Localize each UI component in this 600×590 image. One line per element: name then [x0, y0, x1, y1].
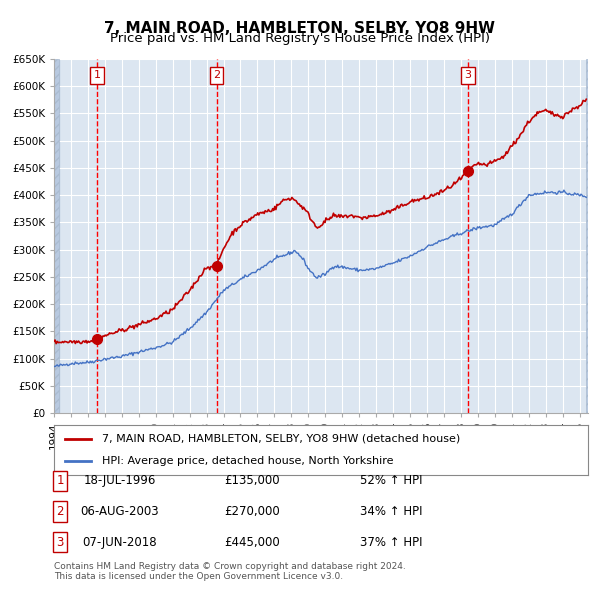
Polygon shape [586, 59, 590, 413]
Text: 3: 3 [56, 536, 64, 549]
Text: 34% ↑ HPI: 34% ↑ HPI [360, 505, 422, 518]
Text: 2: 2 [56, 505, 64, 518]
Text: 07-JUN-2018: 07-JUN-2018 [83, 536, 157, 549]
Text: £270,000: £270,000 [224, 505, 280, 518]
Text: 3: 3 [464, 70, 472, 80]
Text: 52% ↑ HPI: 52% ↑ HPI [360, 474, 422, 487]
Text: HPI: Average price, detached house, North Yorkshire: HPI: Average price, detached house, Nort… [102, 456, 394, 466]
Text: 7, MAIN ROAD, HAMBLETON, SELBY, YO8 9HW (detached house): 7, MAIN ROAD, HAMBLETON, SELBY, YO8 9HW … [102, 434, 460, 444]
Text: 7, MAIN ROAD, HAMBLETON, SELBY, YO8 9HW: 7, MAIN ROAD, HAMBLETON, SELBY, YO8 9HW [104, 21, 496, 35]
Text: 2: 2 [213, 70, 220, 80]
Text: 18-JUL-1996: 18-JUL-1996 [84, 474, 156, 487]
Text: 1: 1 [56, 474, 64, 487]
Text: £135,000: £135,000 [224, 474, 280, 487]
Text: 1: 1 [94, 70, 101, 80]
Text: £445,000: £445,000 [224, 536, 280, 549]
Polygon shape [54, 59, 59, 413]
Text: 06-AUG-2003: 06-AUG-2003 [80, 505, 160, 518]
Text: Contains HM Land Registry data © Crown copyright and database right 2024.
This d: Contains HM Land Registry data © Crown c… [54, 562, 406, 581]
Text: 37% ↑ HPI: 37% ↑ HPI [360, 536, 422, 549]
Text: Price paid vs. HM Land Registry's House Price Index (HPI): Price paid vs. HM Land Registry's House … [110, 32, 490, 45]
